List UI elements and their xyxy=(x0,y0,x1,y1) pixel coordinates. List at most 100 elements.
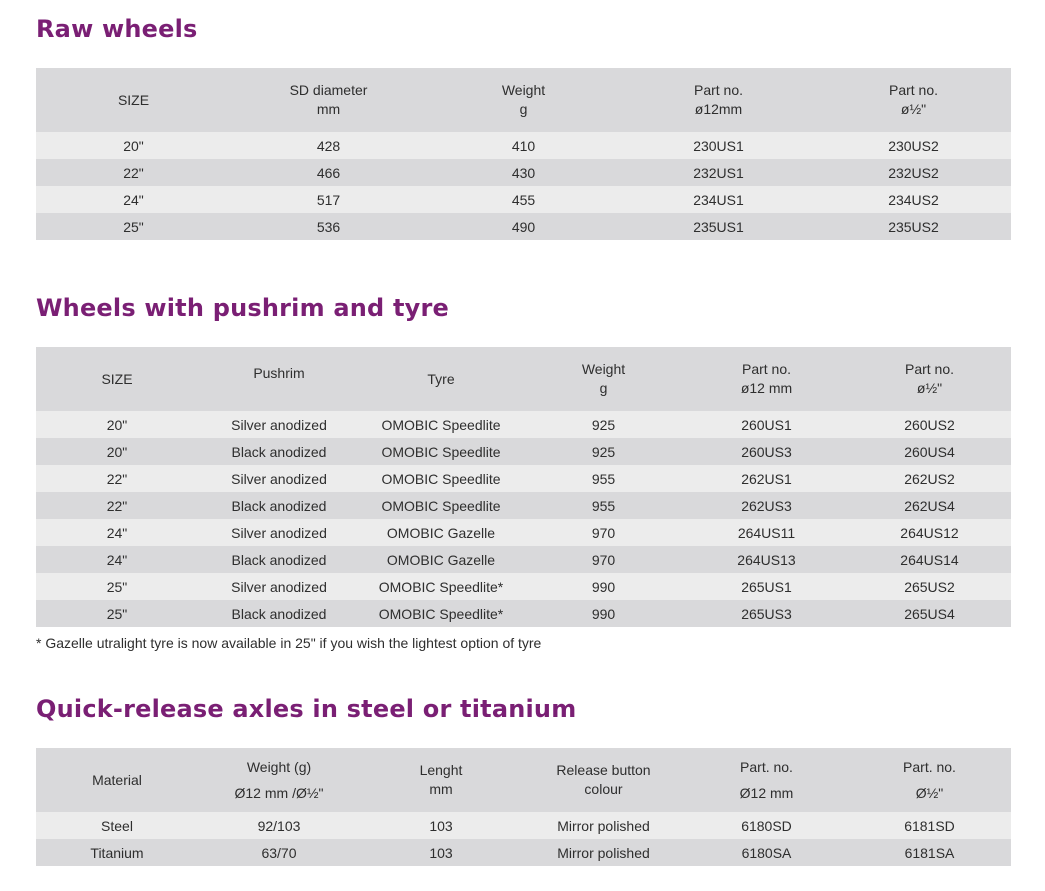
cell-weight: 925 xyxy=(522,411,685,438)
cell-part-no-half-inch: 260US4 xyxy=(848,438,1011,465)
cell-pushrim: Silver anodized xyxy=(198,573,360,600)
cell-tyre: OMOBIC Speedlite xyxy=(360,465,522,492)
table-header-row: SIZE Pushrim Tyre Weight g Part no. ø12 mm… xyxy=(36,347,1011,411)
column-header-size: SIZE xyxy=(36,68,231,132)
column-header-release-button-colour: Release button colour xyxy=(522,748,685,812)
cell-tyre: OMOBIC Speedlite* xyxy=(360,573,522,600)
cell-size: 25" xyxy=(36,573,198,600)
cell-part-no-12mm: 265US1 xyxy=(685,573,848,600)
cell-part-no-half-inch: 262US4 xyxy=(848,492,1011,519)
cell-length: 103 xyxy=(360,812,522,839)
cell-size: 20" xyxy=(36,132,231,159)
cell-sd-diameter: 536 xyxy=(231,213,426,240)
table-row: 22" 466 430 232US1 232US2 xyxy=(36,159,1011,186)
cell-sd-diameter: 517 xyxy=(231,186,426,213)
cell-part-no-12mm: 264US11 xyxy=(685,519,848,546)
cell-part-no-half-inch: 265US4 xyxy=(848,600,1011,627)
cell-part-no-half-inch: 264US12 xyxy=(848,519,1011,546)
cell-part-no-half-inch: 262US2 xyxy=(848,465,1011,492)
cell-part-no-half-inch: 232US2 xyxy=(816,159,1011,186)
column-header-part-no-half-inch: Part. no. Ø½" xyxy=(848,748,1011,812)
cell-size: 24" xyxy=(36,186,231,213)
column-header-tyre: Tyre xyxy=(360,347,522,411)
cell-tyre: OMOBIC Speedlite xyxy=(360,411,522,438)
column-header-weight: Weight (g) Ø12 mm /Ø½" xyxy=(198,748,360,812)
cell-size: 20" xyxy=(36,411,198,438)
cell-weight: 970 xyxy=(522,519,685,546)
column-header-material: Material xyxy=(36,748,198,812)
column-header-size: SIZE xyxy=(36,347,198,411)
table-row: 20" Silver anodized OMOBIC Speedlite 925… xyxy=(36,411,1011,438)
cell-material: Steel xyxy=(36,812,198,839)
cell-size: 25" xyxy=(36,600,198,627)
cell-weight: 990 xyxy=(522,573,685,600)
cell-weight: 970 xyxy=(522,546,685,573)
cell-pushrim: Black anodized xyxy=(198,600,360,627)
cell-tyre: OMOBIC Speedlite xyxy=(360,438,522,465)
column-header-weight: Weight g xyxy=(426,68,621,132)
cell-weight: 455 xyxy=(426,186,621,213)
cell-part-no-12mm: 6180SD xyxy=(685,812,848,839)
table-header-row: SIZE SD diameter mm Weight g Part no. ø12mm… xyxy=(36,68,1011,132)
cell-size: 22" xyxy=(36,159,231,186)
tyre-footnote: * Gazelle utralight tyre is now availabl… xyxy=(36,635,542,651)
raw-wheels-table: SIZE SD diameter mm Weight g Part no. ø12mm… xyxy=(36,68,1011,240)
axles-table: Material Weight (g) Ø12 mm /Ø½" Lenght mm … xyxy=(36,748,1011,866)
cell-part-no-12mm: 264US13 xyxy=(685,546,848,573)
cell-release-button-colour: Mirror polished xyxy=(522,839,685,866)
cell-release-button-colour: Mirror polished xyxy=(522,812,685,839)
cell-weight: 430 xyxy=(426,159,621,186)
table-row: 25" Black anodized OMOBIC Speedlite* 990… xyxy=(36,600,1011,627)
column-header-part-no-half-inch: Part no. ø½" xyxy=(848,347,1011,411)
cell-part-no-12mm: 260US1 xyxy=(685,411,848,438)
cell-part-no-12mm: 262US1 xyxy=(685,465,848,492)
cell-length: 103 xyxy=(360,839,522,866)
cell-weight: 410 xyxy=(426,132,621,159)
cell-weight: 925 xyxy=(522,438,685,465)
cell-weight: 955 xyxy=(522,465,685,492)
column-header-part-no-half-inch: Part no. ø½" xyxy=(816,68,1011,132)
column-header-pushrim: Pushrim xyxy=(198,347,360,411)
table-row: 20" Black anodized OMOBIC Speedlite 925 … xyxy=(36,438,1011,465)
cell-part-no-half-inch: 260US2 xyxy=(848,411,1011,438)
cell-pushrim: Silver anodized xyxy=(198,411,360,438)
cell-size: 24" xyxy=(36,519,198,546)
cell-pushrim: Black anodized xyxy=(198,546,360,573)
cell-part-no-half-inch: 264US14 xyxy=(848,546,1011,573)
cell-size: 20" xyxy=(36,438,198,465)
column-header-part-no-12mm: Part no. ø12 mm xyxy=(685,347,848,411)
column-header-sd-diameter: SD diameter mm xyxy=(231,68,426,132)
column-header-part-no-12mm: Part no. ø12mm xyxy=(621,68,816,132)
cell-tyre: OMOBIC Gazelle xyxy=(360,546,522,573)
cell-pushrim: Black anodized xyxy=(198,492,360,519)
cell-pushrim: Silver anodized xyxy=(198,519,360,546)
cell-part-no-12mm: 230US1 xyxy=(621,132,816,159)
section-title-wheels-pushrim: Wheels with pushrim and tyre xyxy=(36,294,450,322)
cell-sd-diameter: 428 xyxy=(231,132,426,159)
cell-part-no-12mm: 6180SA xyxy=(685,839,848,866)
cell-part-no-half-inch: 235US2 xyxy=(816,213,1011,240)
table-row: 22" Silver anodized OMOBIC Speedlite 955… xyxy=(36,465,1011,492)
cell-weight: 92/103 xyxy=(198,812,360,839)
cell-pushrim: Silver anodized xyxy=(198,465,360,492)
cell-weight: 990 xyxy=(522,600,685,627)
cell-part-no-12mm: 265US3 xyxy=(685,600,848,627)
table-row: 20" 428 410 230US1 230US2 xyxy=(36,132,1011,159)
column-header-weight: Weight g xyxy=(522,347,685,411)
cell-size: 25" xyxy=(36,213,231,240)
cell-part-no-12mm: 234US1 xyxy=(621,186,816,213)
column-header-part-no-12mm: Part. no. Ø12 mm xyxy=(685,748,848,812)
cell-part-no-half-inch: 6181SA xyxy=(848,839,1011,866)
table-row: 24" Black anodized OMOBIC Gazelle 970 26… xyxy=(36,546,1011,573)
cell-part-no-half-inch: 230US2 xyxy=(816,132,1011,159)
column-header-length: Lenght mm xyxy=(360,748,522,812)
cell-part-no-half-inch: 265US2 xyxy=(848,573,1011,600)
cell-weight: 63/70 xyxy=(198,839,360,866)
cell-weight: 490 xyxy=(426,213,621,240)
table-row: 24" Silver anodized OMOBIC Gazelle 970 2… xyxy=(36,519,1011,546)
table-row: Titanium 63/70 103 Mirror polished 6180S… xyxy=(36,839,1011,866)
wheels-pushrim-table: SIZE Pushrim Tyre Weight g Part no. ø12 mm… xyxy=(36,347,1011,627)
table-row: 24" 517 455 234US1 234US2 xyxy=(36,186,1011,213)
cell-part-no-12mm: 232US1 xyxy=(621,159,816,186)
cell-tyre: OMOBIC Gazelle xyxy=(360,519,522,546)
